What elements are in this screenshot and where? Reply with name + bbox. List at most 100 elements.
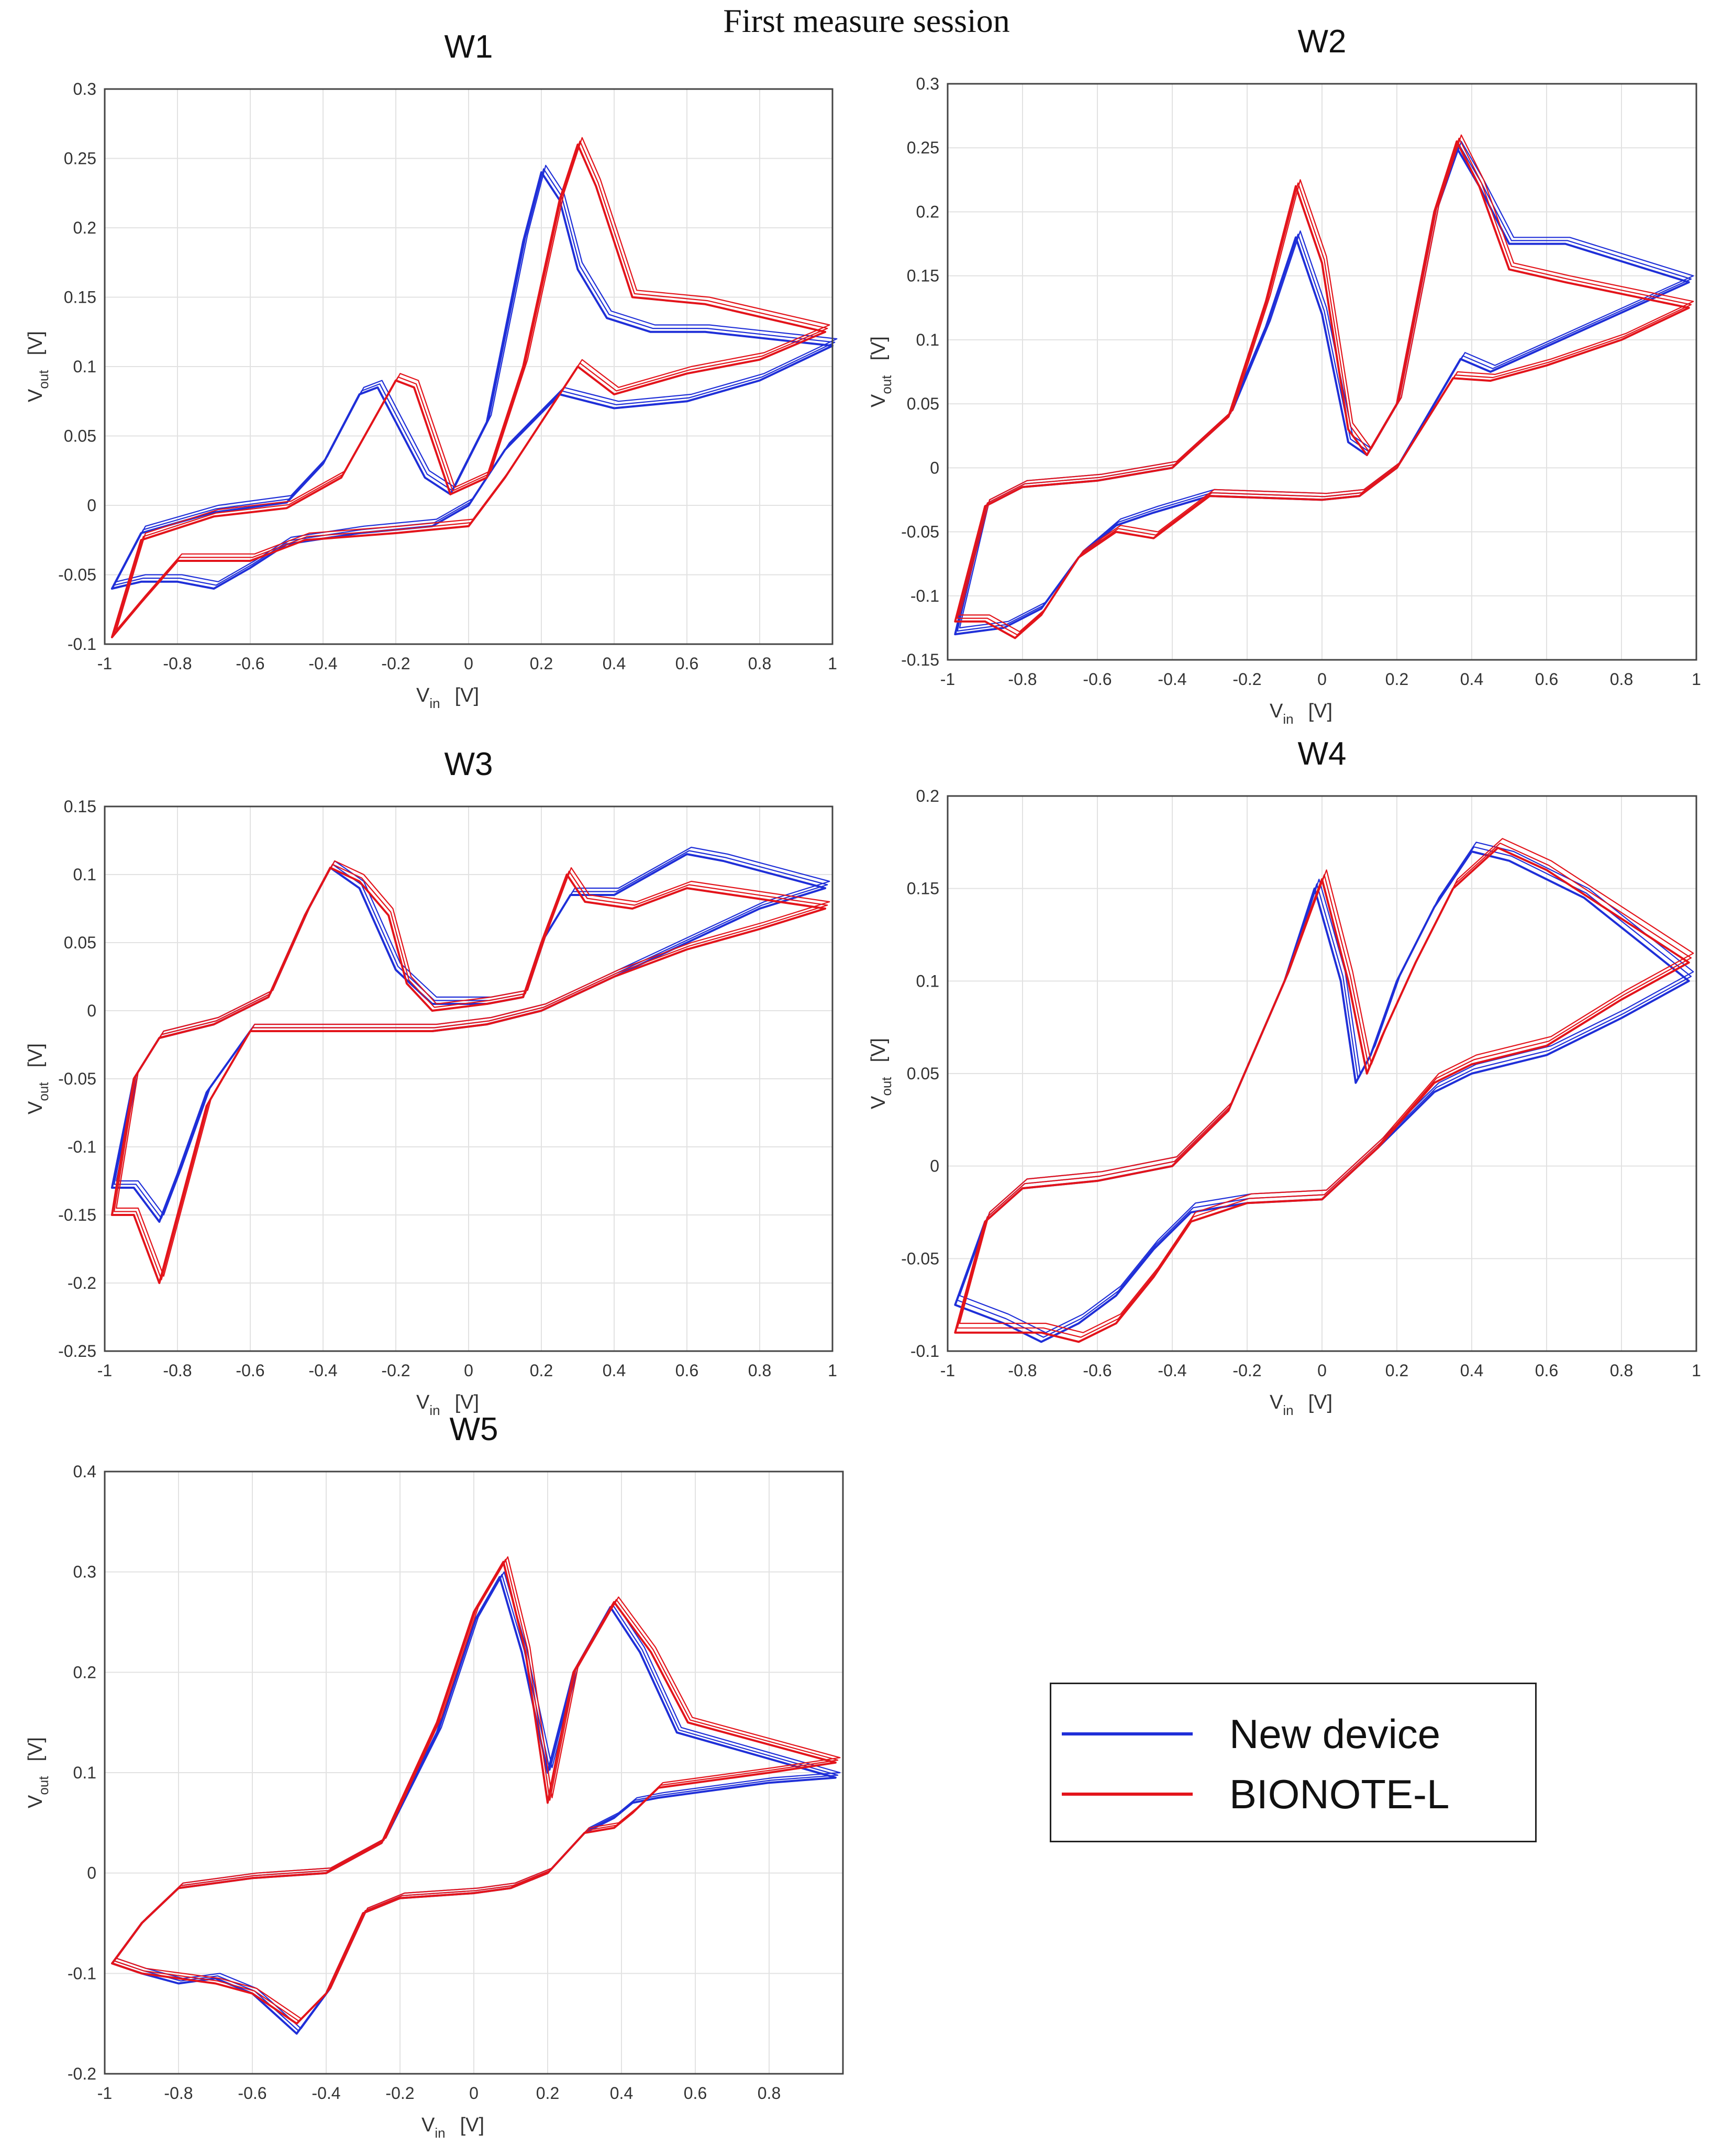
y-axis-label: Vout[V]: [25, 331, 51, 402]
y-tick-label: 0.15: [64, 797, 96, 816]
y-tick-label: 0.25: [907, 138, 939, 157]
page-title: First measure session: [723, 2, 1010, 39]
x-tick-label: -1: [940, 670, 955, 689]
series-line: [116, 860, 830, 1277]
y-tick-label: -0.2: [68, 1274, 96, 1292]
y-tick-label: -0.25: [58, 1342, 96, 1361]
x-tick-label: -0.6: [1083, 1361, 1112, 1380]
chart-title: W2: [1298, 24, 1347, 60]
axes-frame: [947, 83, 1697, 661]
series-line: [116, 137, 830, 631]
y-axis-label: Vout[V]: [868, 336, 894, 407]
chart-w1: W1 -1 -0.8 -0.6 -0.4 -0.2 0 0.2 0.4 0.6 0.8 1 -0.1 -0…: [25, 29, 838, 711]
y-tick-label: -0.05: [58, 566, 96, 584]
x-tick-label: 1: [828, 654, 837, 673]
x-tick-label: 0.4: [603, 654, 626, 673]
x-tick-label: 0.4: [1460, 670, 1483, 689]
series-line: [116, 1571, 841, 2029]
y-tick-label: -0.1: [68, 1964, 96, 1983]
axes-frame: [104, 805, 834, 1352]
x-tick-label: -0.6: [1083, 670, 1112, 689]
legend-item-bionote-l: BIONOTE-L: [1062, 1763, 1523, 1826]
y-tick-label: -0.05: [58, 1069, 96, 1088]
series-line: [957, 137, 1692, 636]
y-tick-label: 0.15: [907, 879, 939, 898]
y-tick-label: 0: [87, 496, 96, 515]
x-tick-label: -0.2: [1232, 670, 1261, 689]
y-tick-label: 0.3: [73, 80, 96, 98]
x-tick-label: 0.2: [530, 654, 553, 673]
y-tick-label: 0.1: [73, 865, 96, 884]
x-axis-label: Vin [V]: [416, 684, 479, 711]
x-tick-label: -0.6: [238, 2084, 266, 2103]
axes-frame: [104, 88, 834, 645]
y-tick-label: -0.05: [901, 1249, 939, 1268]
x-tick-label: -0.8: [163, 654, 192, 673]
y-tick-label: 0.3: [73, 1563, 96, 1582]
y-tick-label: -0.05: [901, 523, 939, 541]
x-tick-label: 0.8: [758, 2084, 781, 2103]
x-tick-label: -1: [97, 654, 112, 673]
y-tick-label: 0.1: [73, 357, 96, 376]
x-tick-label: 0.4: [610, 2084, 633, 2103]
x-tick-label: 0.6: [675, 654, 698, 673]
x-axis-label: Vin [V]: [1270, 700, 1332, 727]
x-tick-label: -1: [940, 1361, 955, 1380]
x-tick-label: -0.8: [1008, 1361, 1037, 1380]
x-tick-label: 0.8: [748, 1361, 771, 1380]
x-tick-label: 1: [1692, 670, 1701, 689]
x-tick-label: -1: [97, 2084, 112, 2103]
x-tick-label: 0: [469, 2084, 479, 2103]
y-tick-label: 0.05: [64, 933, 96, 952]
series-line: [114, 168, 836, 586]
y-tick-label: 0.2: [916, 787, 939, 805]
y-tick-label: -0.1: [68, 635, 96, 654]
legend: New device BIONOTE-L: [1050, 1683, 1537, 1842]
y-tick-label: 0: [930, 1157, 939, 1176]
series-line: [959, 134, 1694, 633]
axes-frame: [104, 1470, 844, 2075]
y-tick-label: 0.1: [73, 1763, 96, 1782]
y-tick-label: 0.3: [916, 74, 939, 93]
series-bionote-l: [954, 838, 1694, 1343]
y-tick-label: -0.15: [901, 650, 939, 669]
y-tick-label: 0.15: [907, 267, 939, 285]
x-tick-label: 0.4: [603, 1361, 626, 1380]
x-tick-label: -0.4: [1158, 670, 1186, 689]
x-tick-label: 0.2: [1385, 1361, 1408, 1380]
y-tick-label: 0: [87, 1001, 96, 1020]
axes-frame: [947, 795, 1697, 1352]
x-axis-label: Vin [V]: [1270, 1391, 1332, 1418]
x-tick-label: 0.2: [536, 2084, 559, 2103]
legend-swatch-new-device: [1062, 1732, 1193, 1735]
chart-title: W1: [445, 29, 493, 65]
y-tick-label: 0.05: [64, 427, 96, 446]
x-axis-label: Vin [V]: [416, 1391, 479, 1418]
x-tick-label: -0.8: [1008, 670, 1037, 689]
chart-title: W4: [1298, 736, 1347, 772]
x-tick-label: -0.2: [381, 654, 410, 673]
x-tick-label: 0.8: [1610, 670, 1633, 689]
chart-w2: W2 -1 -0.8 -0.6 -0.4 -0.2 0 0.2 0.4 0.6 0.8 1 -0.15 -…: [868, 24, 1701, 727]
y-axis-label: Vout[V]: [868, 1038, 894, 1109]
legend-item-new-device: New device: [1062, 1702, 1523, 1765]
series-bionote-l: [110, 137, 830, 638]
series-line: [116, 1556, 841, 2019]
y-tick-label: -0.1: [910, 1342, 939, 1361]
x-tick-label: 0: [464, 654, 473, 673]
series-bionote-l: [110, 860, 830, 1284]
x-tick-label: 0: [464, 1361, 473, 1380]
x-tick-label: 0.4: [1460, 1361, 1483, 1380]
y-tick-label: 0.2: [73, 218, 96, 237]
chart-w5: W5 -1 -0.8 -0.6 -0.4 -0.2 0 0.2 0.4 0.6 0.8 -0.2 -0.…: [25, 1411, 844, 2141]
x-tick-label: -1: [97, 1361, 112, 1380]
x-tick-label: 0.6: [684, 2084, 707, 2103]
x-tick-label: 1: [1692, 1361, 1701, 1380]
x-tick-label: 0.8: [748, 654, 771, 673]
x-tick-label: 0: [1317, 1361, 1327, 1380]
x-tick-label: 0.6: [1535, 1361, 1558, 1380]
y-tick-label: 0.25: [64, 149, 96, 168]
chart-w3: W3 -1 -0.8 -0.6 -0.4 -0.2 0 0.2 0.4 0.6 0.8 1 -0.25 -…: [25, 746, 837, 1418]
y-tick-label: -0.2: [68, 2064, 96, 2083]
x-tick-label: 0.2: [530, 1361, 553, 1380]
